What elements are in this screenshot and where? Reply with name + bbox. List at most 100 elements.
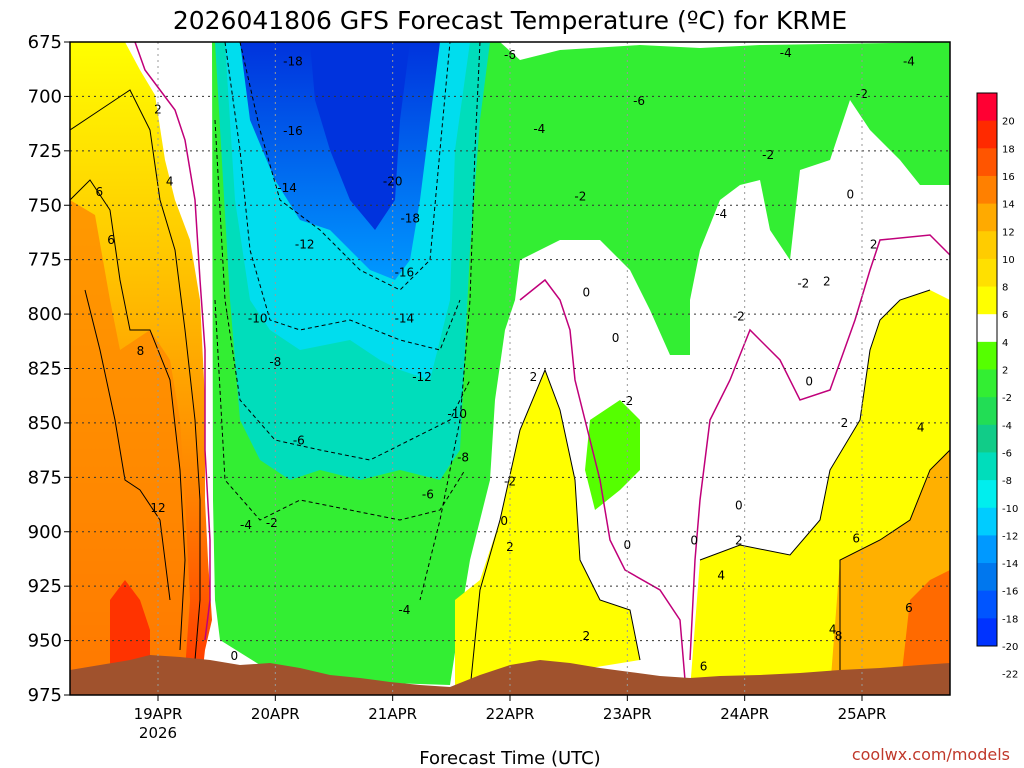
y-tick-label: 975 [28,685,62,706]
contour-label: 6 [905,601,913,615]
contour-label: -8 [457,451,469,465]
colorbar-swatch [977,258,997,288]
terrain [70,655,950,695]
colorbar-label: -10 [1002,504,1018,515]
colorbar-label: -22 [1002,670,1018,681]
colorbar-label: -2 [1002,393,1012,404]
credit-text: coolwx.com/models [852,745,1010,764]
contour-label: 2 [870,237,878,251]
contour-label: 0 [805,375,813,389]
x-tick-label: 22APR [486,705,535,723]
y-tick-label: 900 [28,522,62,543]
contour-label: 0 [582,285,590,299]
colorbar-swatch [977,452,997,481]
grid [70,42,950,695]
colorbar-label: 16 [1002,172,1015,183]
contour-label: 2 [582,629,590,643]
colorbar-label: -18 [1002,614,1018,625]
colorbar-label: -14 [1002,559,1018,570]
contour-label: -18 [283,55,303,69]
colorbar-label: -6 [1002,448,1012,459]
contour-label: 6 [852,531,860,545]
x-tick-label: 20APR [251,705,300,723]
colorbar-swatch [977,563,997,592]
contour-label: -6 [633,94,645,108]
y-tick-label: 700 [28,86,62,107]
contour-label: 0 [230,649,238,663]
colorbar-swatch [977,120,997,149]
contour-label: 4 [829,623,837,637]
colorbar-label: -8 [1002,476,1012,487]
contour-label: 2 [530,370,538,384]
orange-core-left [70,200,190,670]
colorbar-label: -16 [1002,587,1018,598]
colorbar-swatch [977,341,997,370]
colorbar-label: 8 [1002,283,1008,294]
red-core-left [110,580,150,665]
colorbar-swatch [977,424,997,453]
contour-label: -4 [903,55,915,69]
contour-label: -10 [248,311,268,325]
contour-label: -4 [780,46,792,60]
y-tick-label: 925 [28,576,62,597]
colorbar-label: 18 [1002,144,1015,155]
contour-label: -4 [533,122,545,136]
colorbar-swatch [977,314,997,343]
contour-label: 0 [735,499,743,513]
contour-label: -12 [295,237,315,251]
colorbar-label: 2 [1002,366,1008,377]
colorbar-swatch [977,93,997,122]
chart-title: 2026041806 GFS Forecast Temperature (ºC)… [173,6,847,35]
contour-label: -2 [797,277,809,291]
colorbar-label: 6 [1002,310,1008,321]
x-tick-label: 23APR [603,705,652,723]
contour-label: 0 [624,538,632,552]
colorbar-label: 20 [1002,117,1015,128]
colorbar: 20 18 16 14 12 10 8 6 4 2 -2 -4 -6 -8 -10 -12 -14 -16 -18 -… [976,92,1018,681]
contour-label: -16 [283,124,303,138]
contour-label: -16 [395,266,415,280]
y-tick-label: 950 [28,631,62,652]
colorbar-swatch [977,175,997,205]
colorbar-label: -12 [1002,531,1018,542]
warm-region-mid [455,370,640,690]
colorbar-swatch [977,231,997,260]
contour-label: -2 [621,394,633,408]
y-tick-label: 850 [28,413,62,434]
contour-label: 8 [835,629,843,643]
contour-label: 0 [612,331,620,345]
colorbar-swatch [977,535,997,564]
colorbar-label: 12 [1002,227,1015,238]
contour-label: -2 [856,87,868,101]
x-tick-label: 25APR [838,705,887,723]
y-tick-label: 775 [28,250,62,271]
contour-label: 0 [846,187,854,201]
y-tick-label: 725 [28,141,62,162]
colorbar-swatch [977,369,997,398]
colorbar-swatch [977,480,997,509]
contour-label: 0 [500,514,508,528]
colorbar-label: -20 [1002,642,1018,653]
negative-contours [214,42,481,601]
y-tick-label: 875 [28,467,62,488]
contour-label: 4 [717,568,725,582]
contour-label: -6 [422,488,434,502]
y-axis: 675 700 725 750 775 800 825 850 875 900 925 950 975 [28,32,70,706]
warm-hot-right [900,570,950,695]
colorbar-label: 4 [1002,338,1008,349]
colorbar-swatch [977,286,997,315]
y-tick-label: 825 [28,359,62,380]
cold-core-dark [310,42,410,230]
x-axis-label: Forecast Time (UTC) [419,748,600,768]
y-tick-label: 800 [28,304,62,325]
contour-label: -2 [733,309,745,323]
contour-label: 6 [96,185,104,199]
colorbar-swatch [977,618,997,647]
contour-label: -2 [266,516,278,530]
cold-patch-green [585,400,640,510]
colorbar-label: 10 [1002,255,1015,266]
contour-label: -18 [400,211,420,225]
contour-label: -2 [574,190,586,204]
y-tick-label: 750 [28,195,62,216]
